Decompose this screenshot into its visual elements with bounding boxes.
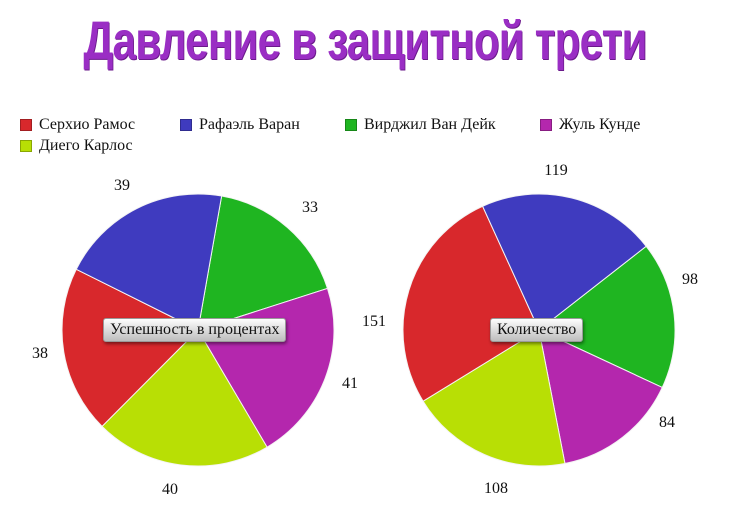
legend-label: Рафаэль Варан <box>199 116 300 133</box>
legend-swatch <box>180 119 192 131</box>
legend-item-van-dijk: Вирджил Ван Дейк <box>345 116 496 134</box>
legend-swatch <box>20 119 32 131</box>
pie-data-label: 33 <box>302 199 318 216</box>
pie-chart-count: 151 119 98 84 108 <box>362 162 698 497</box>
legend-label: Жуль Кунде <box>559 116 641 133</box>
pie-slice[interactable] <box>101 329 268 467</box>
pie-slice[interactable] <box>75 193 223 331</box>
pie-data-label: 40 <box>162 481 178 498</box>
legend-swatch <box>345 119 357 131</box>
pie-data-label: 84 <box>659 414 675 431</box>
legend-swatch <box>540 119 552 131</box>
pie-title-count: Количество <box>490 318 584 342</box>
legend-label: Вирджил Ван Дейк <box>364 116 496 133</box>
pie-chart-success-percent: 38 39 33 41 40 <box>32 177 358 498</box>
pie-slice[interactable] <box>481 193 647 331</box>
pie-slice[interactable] <box>538 245 676 389</box>
pie-slice[interactable] <box>422 329 566 467</box>
pie-slice[interactable] <box>61 268 199 428</box>
legend-label: Серхио Рамос <box>39 116 136 133</box>
pie-data-label: 108 <box>484 480 508 497</box>
legend-item-carlos: Диего Карлос <box>20 137 133 155</box>
legend-swatch <box>20 140 32 152</box>
pie-title-success-percent: Успешность в процентах <box>103 318 287 342</box>
legend-item-kounde: Жуль Кунде <box>540 116 640 134</box>
legend-item-ramos: Серхио Рамос <box>20 116 135 134</box>
pie-data-label: 119 <box>544 162 567 179</box>
legend-label: Диего Карлос <box>39 137 133 154</box>
pie-data-label: 41 <box>342 375 358 392</box>
pie-slice[interactable] <box>402 205 540 402</box>
legend-item-varane: Рафаэль Варан <box>180 116 300 134</box>
pie-data-label: 39 <box>114 177 130 194</box>
pie-data-label: 38 <box>32 345 48 362</box>
pie-data-label: 98 <box>682 271 698 288</box>
pie-slice[interactable] <box>197 195 329 331</box>
pie-slice[interactable] <box>538 329 663 465</box>
page-title: Давление в защитной трети <box>83 11 647 71</box>
pie-data-label: 151 <box>362 313 386 330</box>
